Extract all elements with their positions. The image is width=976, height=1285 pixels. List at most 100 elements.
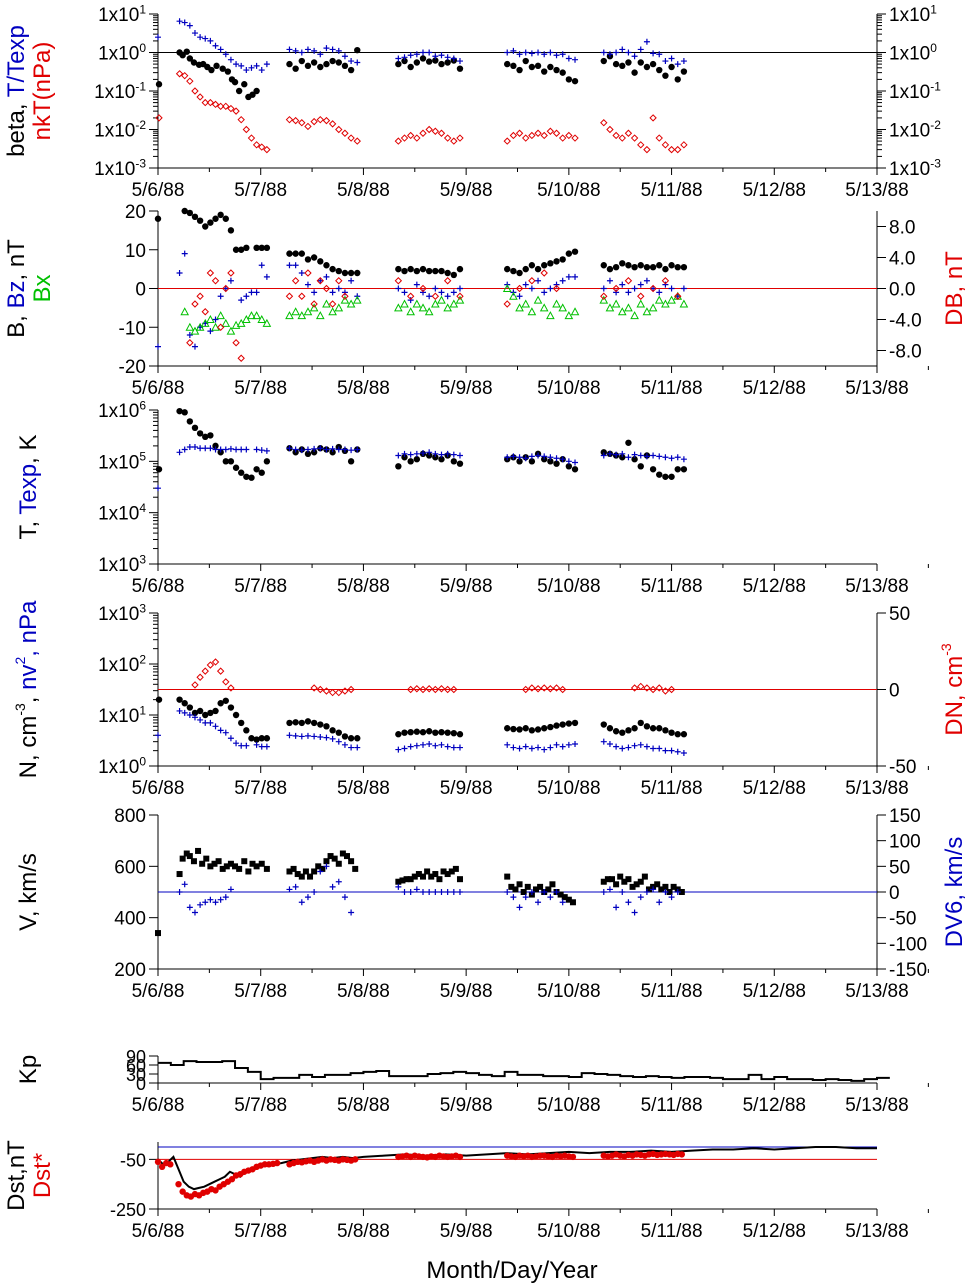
data-point xyxy=(286,445,293,452)
data-point xyxy=(662,727,669,734)
x-tick-label: 5/6/88 xyxy=(132,1221,185,1242)
data-point xyxy=(515,129,524,137)
data-point xyxy=(341,687,349,695)
data-point xyxy=(407,458,414,465)
x-tick-label: 5/8/88 xyxy=(337,378,390,399)
data-point xyxy=(248,735,255,742)
tick-mantissa: 1 xyxy=(889,44,900,65)
data-point xyxy=(304,732,311,739)
data-point xyxy=(323,863,330,870)
data-point xyxy=(335,738,342,745)
data-point xyxy=(258,743,265,750)
x-tick-label: 5/7/88 xyxy=(234,981,287,1002)
data-point xyxy=(667,145,676,154)
data-point xyxy=(328,307,337,316)
data-point xyxy=(322,687,331,695)
axis-label-part: Bz xyxy=(3,280,30,308)
data-point xyxy=(432,285,439,292)
data-point xyxy=(315,863,322,870)
data-point xyxy=(249,860,256,867)
data-point xyxy=(600,721,607,728)
data-point xyxy=(310,684,318,692)
data-point xyxy=(228,1176,236,1183)
y-tick-label: -20 xyxy=(119,357,146,378)
tick-exponent: -3 xyxy=(135,156,146,170)
data-point xyxy=(571,466,579,473)
data-point xyxy=(432,889,439,895)
tick-exponent: 4 xyxy=(139,501,146,515)
data-point xyxy=(649,725,657,732)
data-point xyxy=(420,289,427,296)
data-point xyxy=(547,744,554,751)
x-tick-label: 5/9/88 xyxy=(440,1221,493,1242)
data-point xyxy=(207,709,214,717)
data-point xyxy=(571,134,579,142)
data-point xyxy=(643,743,650,750)
data-point xyxy=(600,119,608,127)
data-point xyxy=(426,49,433,56)
data-point xyxy=(237,246,245,253)
data-point xyxy=(541,68,548,75)
data-point xyxy=(504,873,511,880)
y-tick-label: 1x101 xyxy=(98,2,146,26)
data-point xyxy=(611,299,621,308)
tick-times: x10 xyxy=(900,82,931,103)
data-point xyxy=(334,303,344,312)
y-axis-label: Dst,nT xyxy=(3,1140,30,1211)
data-point xyxy=(191,300,199,308)
data-point xyxy=(185,322,195,331)
data-point xyxy=(211,100,220,109)
y-tick-label: 200 xyxy=(114,960,146,981)
data-point xyxy=(662,454,669,461)
axis-label-part: T, xyxy=(15,515,42,540)
y-tick-label: 60 xyxy=(126,1056,146,1076)
data-point xyxy=(547,63,554,71)
data-point xyxy=(243,293,250,300)
data-point xyxy=(450,685,458,694)
data-point xyxy=(190,858,197,865)
data-point xyxy=(504,49,511,56)
data-point xyxy=(619,62,626,70)
tick-mantissa: 1 xyxy=(889,5,900,26)
data-point xyxy=(257,314,267,323)
data-point xyxy=(425,58,433,65)
data-point xyxy=(450,55,457,62)
data-point xyxy=(292,47,299,54)
data-point xyxy=(624,303,633,312)
data-point xyxy=(510,894,517,901)
data-point xyxy=(450,137,458,145)
data-point xyxy=(528,453,535,460)
data-point xyxy=(253,62,260,69)
data-point xyxy=(509,291,518,300)
data-point xyxy=(650,745,657,752)
data-point xyxy=(668,262,675,269)
data-point xyxy=(534,685,542,693)
data-point xyxy=(237,354,245,362)
data-point xyxy=(510,62,517,70)
data-point xyxy=(243,67,250,74)
data-point xyxy=(207,328,214,335)
data-point xyxy=(444,871,451,878)
y-tick-label: 1x10-1 xyxy=(94,79,146,103)
data-point xyxy=(662,58,669,65)
data-point xyxy=(292,250,299,257)
data-point xyxy=(202,35,209,42)
data-point xyxy=(633,881,640,888)
data-point xyxy=(621,878,628,885)
data-point xyxy=(419,685,427,694)
data-point xyxy=(186,444,193,451)
data-point xyxy=(407,876,414,883)
data-point xyxy=(263,61,270,68)
data-point xyxy=(547,894,554,901)
data-point xyxy=(619,454,626,461)
axis-label-part: N, cm xyxy=(15,716,42,779)
data-point xyxy=(211,860,218,867)
data-point xyxy=(181,446,188,453)
data-point xyxy=(516,745,523,752)
data-point xyxy=(329,445,336,452)
data-point xyxy=(347,458,355,465)
data-point xyxy=(227,269,235,277)
data-point xyxy=(331,855,338,862)
y-tick-label-right: 1x101 xyxy=(889,2,937,26)
data-point xyxy=(504,725,511,732)
